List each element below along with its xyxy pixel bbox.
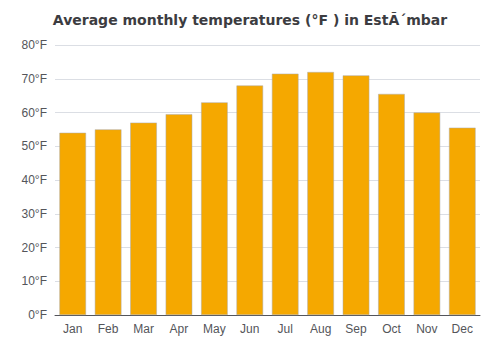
svg-text:30°F: 30°F xyxy=(22,207,47,221)
svg-text:Average monthly temperatures (: Average monthly temperatures (°F ) in Es… xyxy=(53,12,447,28)
svg-text:80°F: 80°F xyxy=(22,38,47,52)
svg-text:Feb: Feb xyxy=(98,322,119,336)
svg-text:Jul: Jul xyxy=(278,322,293,336)
svg-text:60°F: 60°F xyxy=(22,106,47,120)
svg-text:40°F: 40°F xyxy=(22,173,47,187)
svg-text:Nov: Nov xyxy=(416,322,437,336)
svg-text:50°F: 50°F xyxy=(22,139,47,153)
svg-text:20°F: 20°F xyxy=(22,241,47,255)
svg-text:Dec: Dec xyxy=(452,322,473,336)
svg-text:Mar: Mar xyxy=(133,322,154,336)
svg-text:10°F: 10°F xyxy=(22,274,47,288)
svg-text:70°F: 70°F xyxy=(22,72,47,86)
svg-text:Sep: Sep xyxy=(345,322,367,336)
svg-text:0°F: 0°F xyxy=(28,308,47,322)
svg-text:Jan: Jan xyxy=(63,322,82,336)
svg-text:Apr: Apr xyxy=(170,322,189,336)
svg-text:Oct: Oct xyxy=(382,322,401,336)
svg-text:Jun: Jun xyxy=(240,322,259,336)
svg-text:May: May xyxy=(203,322,226,336)
svg-text:Aug: Aug xyxy=(310,322,331,336)
